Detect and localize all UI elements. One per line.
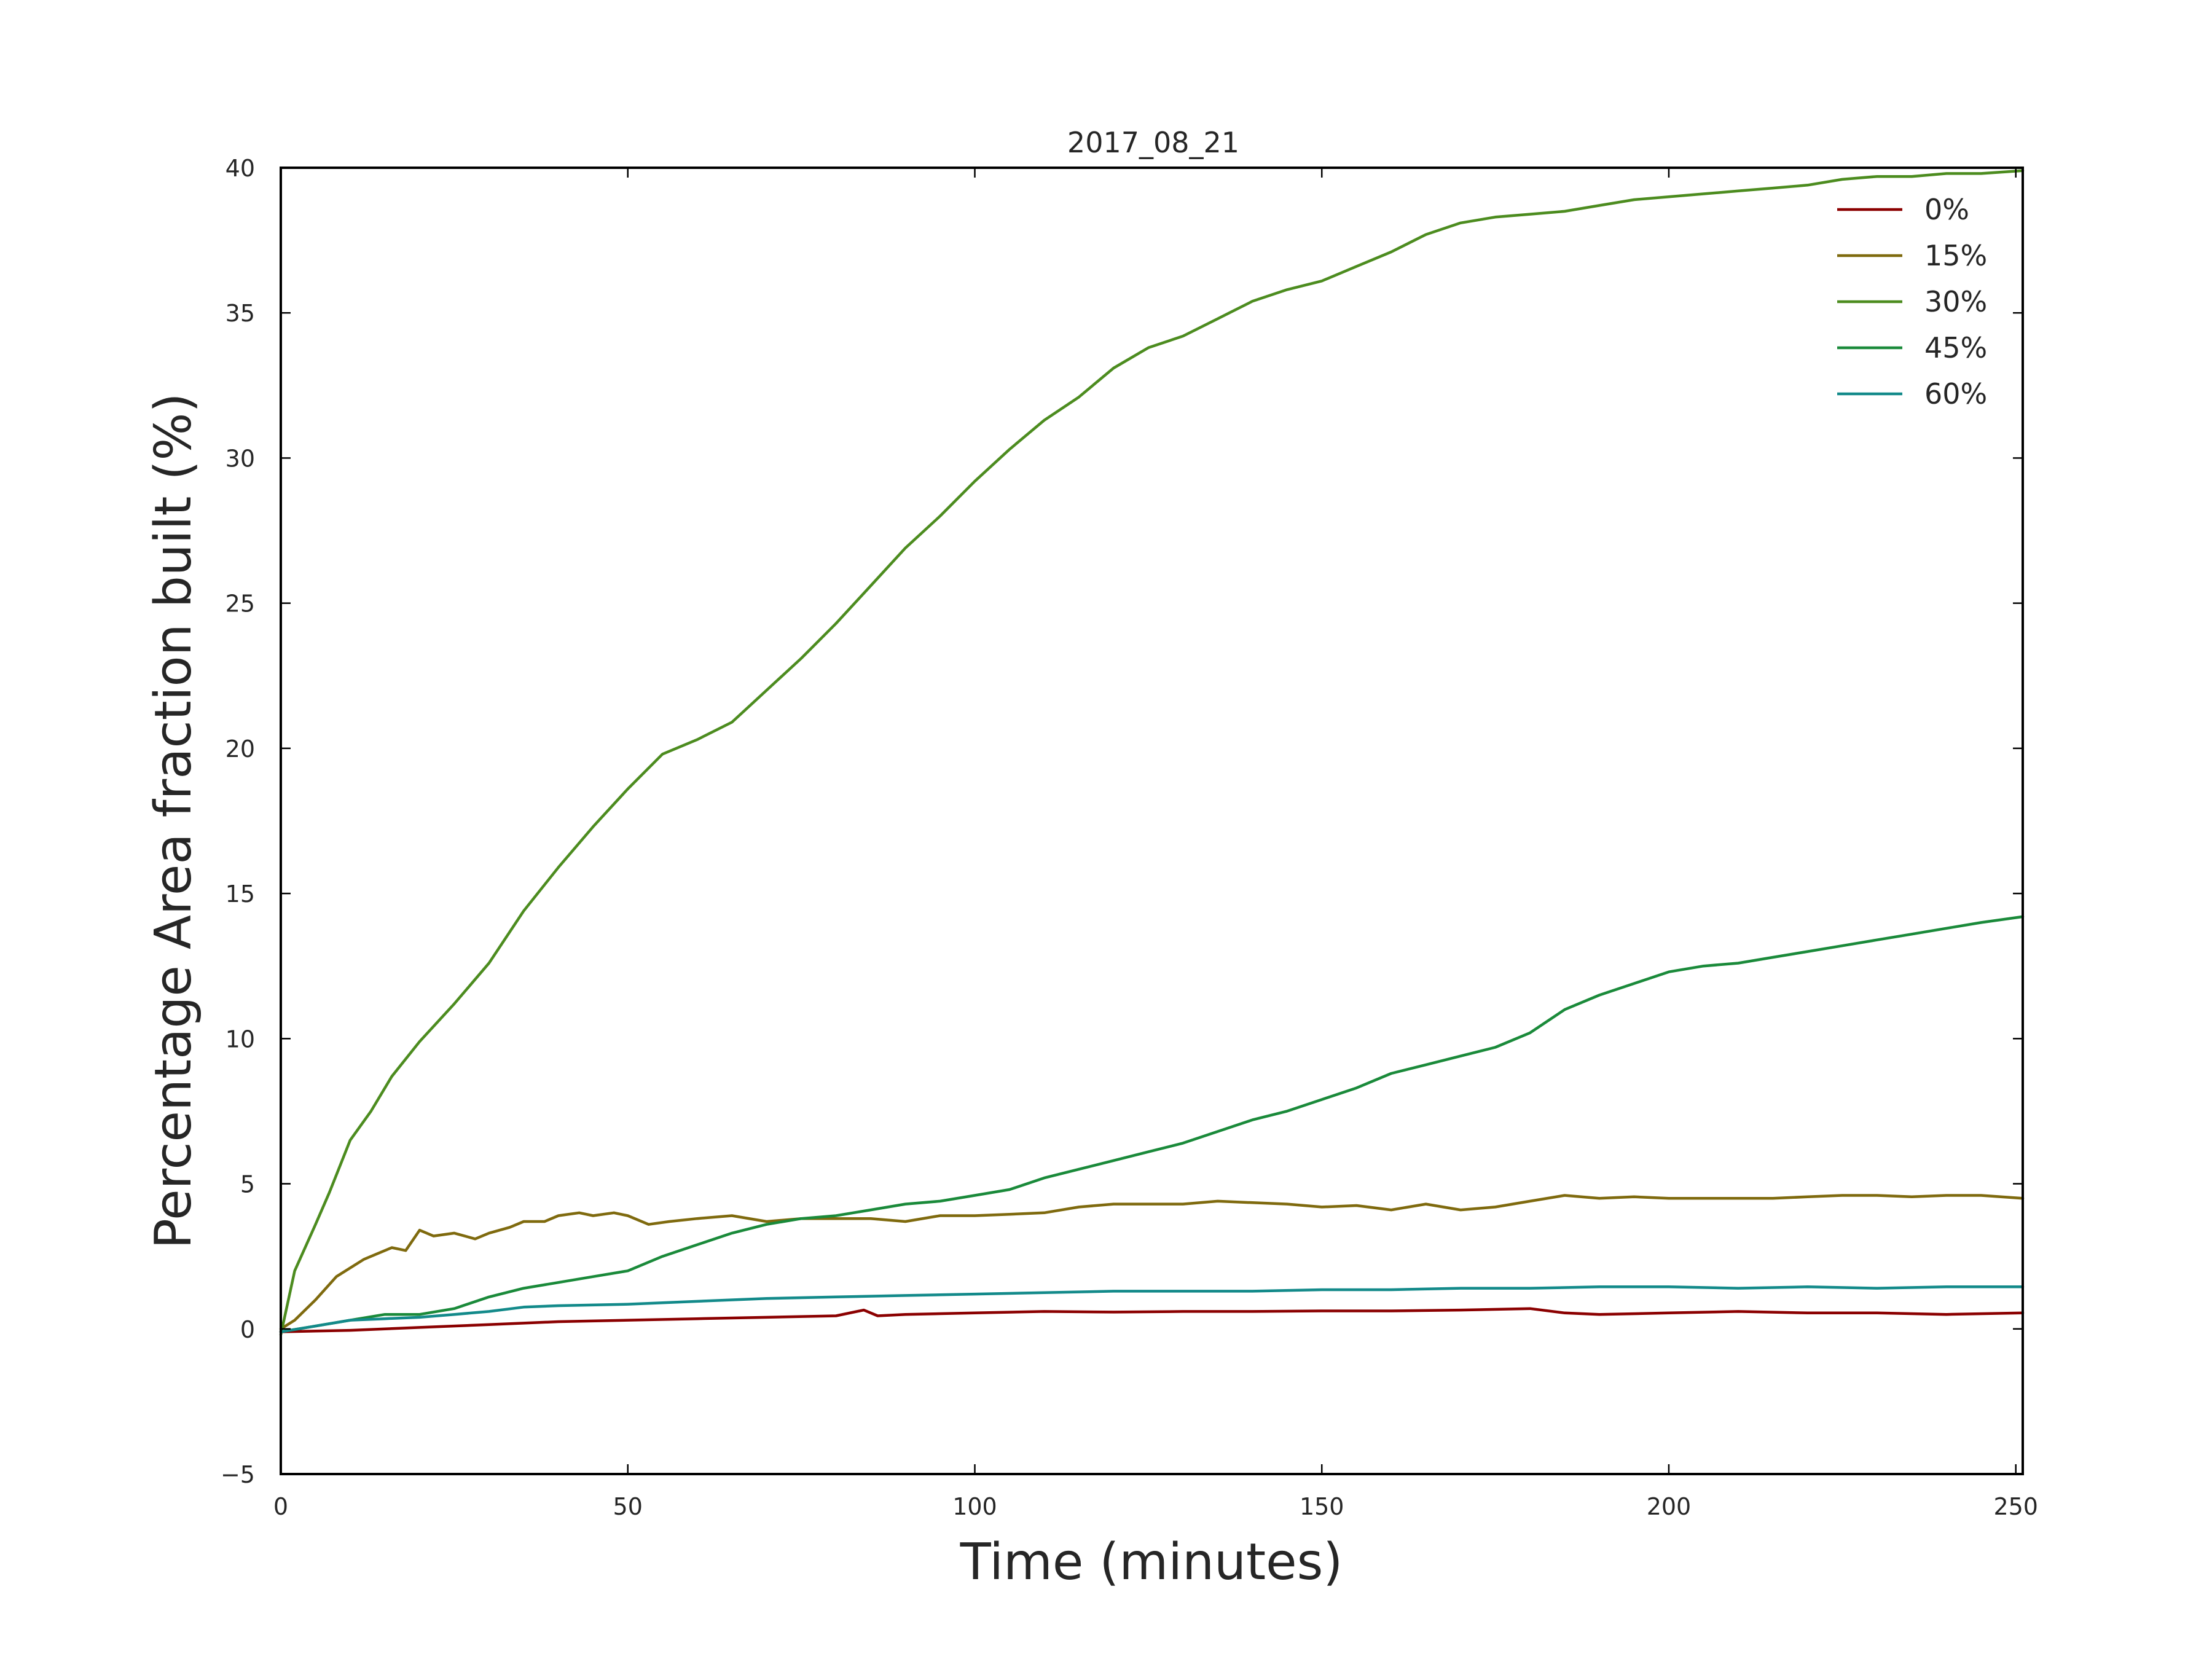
x-tick-label: 0 xyxy=(273,1493,288,1520)
series-line-15pct xyxy=(279,1194,2025,1331)
series-line-60pct xyxy=(279,1285,2025,1333)
y-tick-label: 25 xyxy=(226,590,255,618)
chart-title: 2017_08_21 xyxy=(1067,126,1239,159)
x-tick-label: 50 xyxy=(613,1493,643,1520)
legend-label: 15% xyxy=(1924,239,1987,272)
series-layer xyxy=(279,169,2025,1336)
x-axis-label: Time (minutes) xyxy=(960,1533,1343,1591)
ticks-layer: 0 50 100 150 200 250 −5 0 5 10 15 20 25 30 35 40 xyxy=(221,155,2038,1520)
legend-label: 30% xyxy=(1924,285,1987,318)
y-tick-label: 20 xyxy=(226,735,255,763)
y-tick-label: −5 xyxy=(221,1461,255,1488)
x-tick-label: 250 xyxy=(1993,1493,2038,1520)
y-tick-label: 15 xyxy=(226,880,255,908)
series-line-45pct xyxy=(279,915,2025,1333)
y-axis-label: Percentage Area fraction built (%) xyxy=(144,393,203,1249)
legend-label: 45% xyxy=(1924,331,1987,364)
y-tick-label: 0 xyxy=(240,1316,255,1343)
series-line-30pct xyxy=(279,169,2025,1336)
x-tick-label: 100 xyxy=(952,1493,997,1520)
legend-label: 0% xyxy=(1924,193,1969,226)
y-tick-label: 35 xyxy=(226,300,255,327)
series-line-0pct xyxy=(279,1307,2025,1333)
y-tick-label: 5 xyxy=(240,1171,255,1198)
plot-frame xyxy=(280,167,2024,1475)
y-tick-label: 10 xyxy=(226,1026,255,1053)
x-tick-label: 200 xyxy=(1647,1493,1692,1520)
x-tick-label: 150 xyxy=(1300,1493,1344,1520)
y-tick-label: 40 xyxy=(226,155,255,182)
legend-label: 60% xyxy=(1924,377,1987,410)
legend: 0% 15% 30% 45% 60% xyxy=(1837,193,1987,410)
y-tick-label: 30 xyxy=(226,445,255,472)
